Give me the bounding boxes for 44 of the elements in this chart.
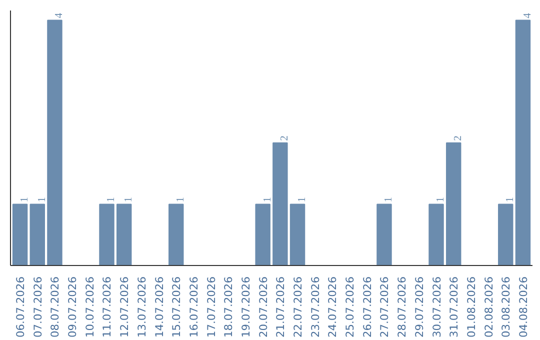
x-tick-label: 23.07.2026 — [308, 276, 322, 338]
x-tick-label: 21.07.2026 — [274, 276, 288, 338]
x-tick-label: 01.08.2026 — [464, 276, 478, 338]
x-tick-label: 29.07.2026 — [412, 276, 426, 338]
x-tick-label: 08.07.2026 — [48, 276, 62, 338]
data-label: 2 — [453, 136, 464, 141]
x-tick-label: 28.07.2026 — [396, 276, 409, 338]
x-tick-label: 19.07.2026 — [239, 276, 252, 338]
data-label: 1 — [36, 196, 48, 202]
x-tick-label: 25.07.2026 — [344, 276, 357, 338]
x-tick-label: 15.07.2026 — [170, 276, 184, 338]
x-tick-label: 12.07.2026 — [118, 276, 132, 338]
x-tick-label: 27.07.2026 — [378, 276, 392, 338]
data-label: 1 — [262, 196, 274, 202]
x-tick-label: 30.07.2026 — [430, 276, 444, 338]
x-tick-label: 13.07.2026 — [135, 276, 148, 338]
x-tick-label: 04.08.2026 — [516, 276, 530, 338]
x-tick-label: 02.08.2026 — [482, 276, 496, 338]
x-tick-label: 09.07.2026 — [66, 276, 80, 338]
x-tick-label: 20.07.2026 — [256, 276, 270, 338]
data-label: 1 — [436, 196, 447, 202]
x-tick-label: 03.08.2026 — [500, 276, 513, 338]
x-tick-label: 26.07.2026 — [360, 276, 374, 338]
data-label: 1 — [505, 196, 516, 202]
x-tick-label: 10.07.2026 — [83, 276, 96, 338]
x-tick-label: 14.07.2026 — [152, 276, 166, 338]
x-tick-label: 17.07.2026 — [204, 276, 218, 338]
x-tick-label: 07.07.2026 — [31, 276, 44, 338]
x-tick-label: 31.07.2026 — [448, 276, 461, 338]
x-tick-label: 24.07.2026 — [326, 276, 340, 338]
data-label: 1 — [106, 196, 118, 202]
x-tick-label: 18.07.2026 — [222, 276, 236, 338]
data-label: 2 — [280, 136, 291, 141]
data-label: 1 — [20, 196, 31, 202]
x-tick-label: 06.07.2026 — [14, 276, 28, 338]
data-label: 1 — [384, 196, 395, 202]
data-label: 4 — [54, 12, 66, 18]
x-tick-label: 11.07.2026 — [100, 276, 114, 338]
data-label: 1 — [176, 196, 187, 202]
data-label: 1 — [124, 196, 135, 202]
x-tick-label: 16.07.2026 — [187, 276, 200, 338]
data-label: 4 — [522, 12, 534, 18]
x-tick-label: 22.07.2026 — [292, 276, 305, 338]
data-label: 1 — [297, 196, 308, 202]
